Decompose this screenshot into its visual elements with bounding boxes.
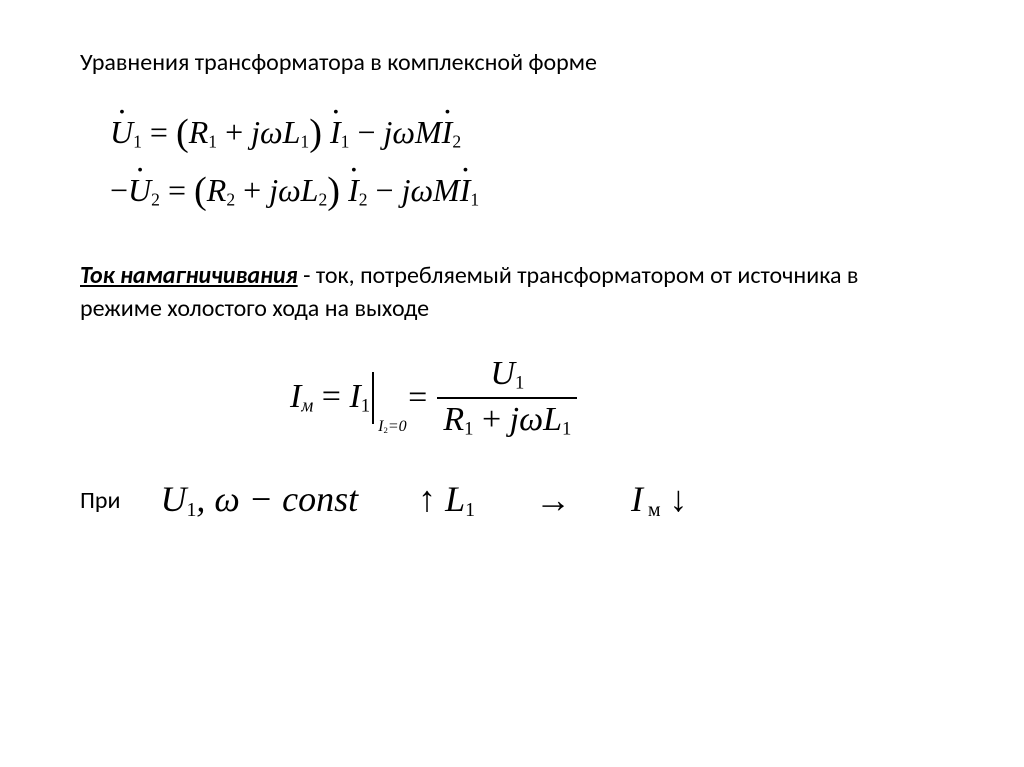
definition-term: Ток намагничивания (80, 261, 298, 290)
fraction: U1 R1 + jωL1 (437, 355, 577, 440)
l1-up: ↑ L1 (418, 478, 475, 522)
page-title: Уравнения трансформатора в комплексной ф… (80, 48, 944, 77)
equals-sign: = (408, 379, 427, 417)
equation-2: −U2 = (R2 + jωL2) I2 − jωMI1 (110, 163, 944, 221)
conclusion-row: При U1, ω − const ↑ L1 → I м ↓ (80, 478, 944, 522)
eval-condition: I2=0 (378, 418, 407, 436)
fraction-denominator: R1 + jωL1 (437, 399, 577, 441)
pri-label: При (80, 486, 121, 515)
fraction-numerator: U1 (437, 355, 577, 399)
const-conditions: U1, ω − const (161, 478, 359, 522)
im-down: I м ↓ (631, 478, 687, 522)
im-left: Iм = I1 (290, 378, 370, 418)
definition-text: Ток намагничивания - ток, потребляемый т… (80, 260, 944, 325)
implies-arrow: → (535, 479, 571, 521)
eval-bar: I2=0 (372, 372, 374, 424)
equations-block: U1 = (R1 + jωL1) I1 − jωMI2 −U2 = (R2 + … (110, 105, 944, 220)
equation-1: U1 = (R1 + jωL1) I1 − jωMI2 (110, 105, 944, 163)
magnetizing-current-eq: Iм = I1 I2=0 = U1 R1 + jωL1 (290, 355, 944, 440)
